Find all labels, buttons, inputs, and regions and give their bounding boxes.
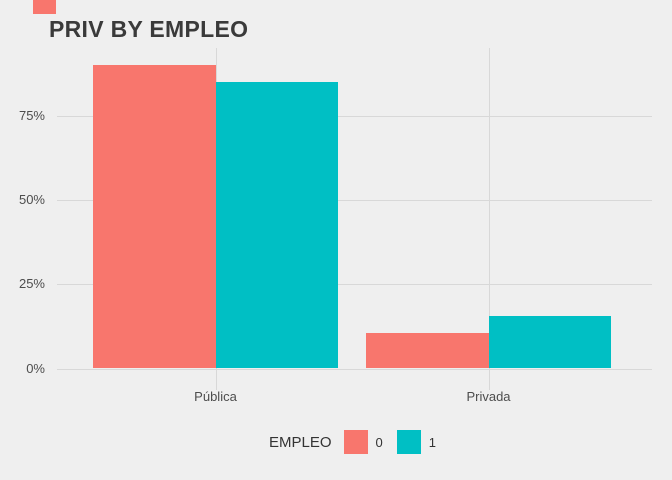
chart-title: PRIV BY EMPLEO bbox=[49, 16, 249, 42]
bar-Pública-empleo-1 bbox=[215, 82, 338, 369]
x-axis-category-label: Privada bbox=[466, 389, 511, 404]
bar-Pública-empleo-0 bbox=[93, 65, 216, 369]
legend-swatch-icon bbox=[343, 430, 368, 454]
x-axis-category-label: Pública bbox=[194, 389, 237, 404]
y-gridline-50% bbox=[57, 200, 652, 201]
red-marker bbox=[33, 0, 56, 14]
legend-title: EMPLEO bbox=[269, 433, 332, 451]
y-axis-tick-label: 25% bbox=[18, 276, 45, 292]
y-axis-tick-label: 0% bbox=[26, 360, 45, 376]
legend-entry-1: 1 bbox=[396, 430, 440, 454]
legend-swatch-icon bbox=[396, 430, 421, 454]
y-axis-tick-label: 75% bbox=[18, 107, 45, 123]
legend-entry-0: 0 bbox=[343, 430, 387, 454]
y-axis-tick-label: 50% bbox=[18, 192, 45, 207]
bar-Privada-empleo-0 bbox=[366, 333, 489, 369]
y-gridline-25% bbox=[57, 284, 652, 286]
y-gridline-75% bbox=[57, 115, 652, 117]
bar-Privada-empleo-1 bbox=[488, 316, 611, 369]
legend-entry-label: 0 bbox=[375, 434, 383, 450]
x-gridline-Privada bbox=[488, 48, 490, 390]
y-gridline-0% bbox=[57, 368, 652, 370]
legend-entry-label: 1 bbox=[428, 434, 436, 450]
